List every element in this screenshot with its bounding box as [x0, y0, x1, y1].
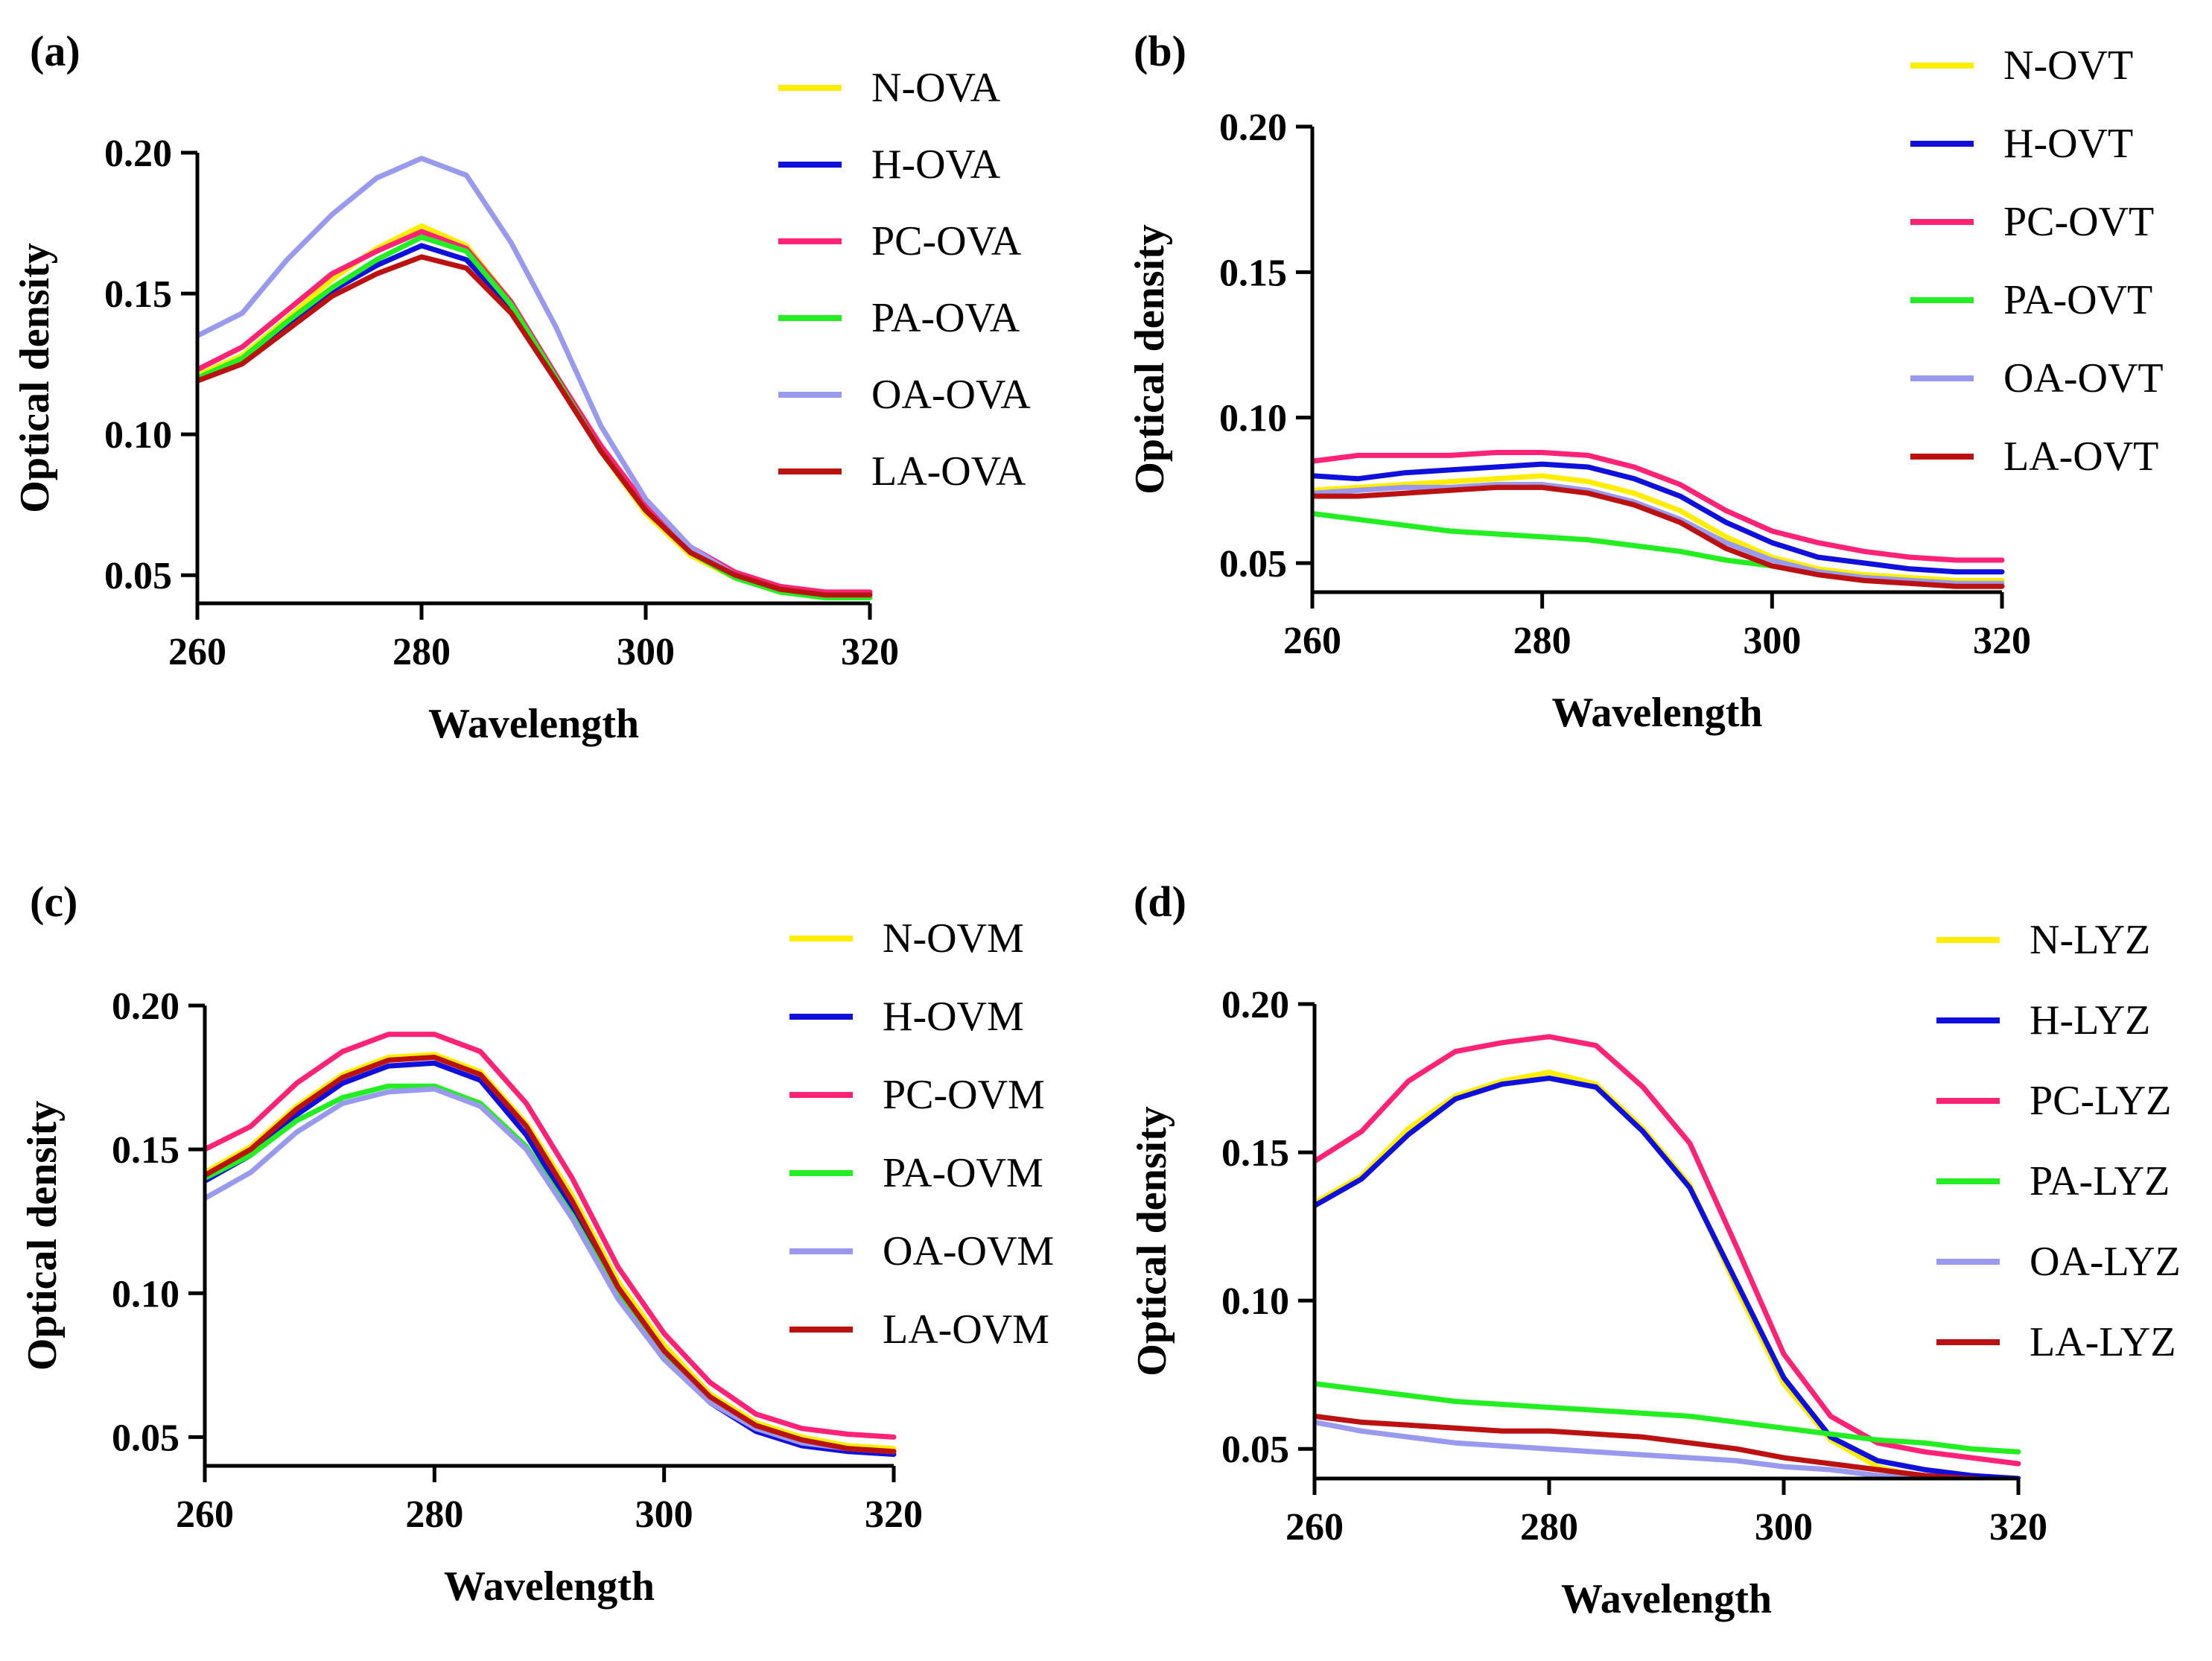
series-line-la-ova	[197, 254, 873, 598]
series-line-oa-ova	[197, 156, 873, 598]
panel-label: (c)	[30, 877, 77, 926]
series-line-la-ovt	[1312, 484, 2005, 589]
y-axis-label: Optical density	[19, 1101, 66, 1371]
series-line-n-ovt	[1312, 473, 2005, 583]
y-axis-label: Optical density	[1127, 224, 1173, 494]
y-tick-label: 0.15	[1219, 252, 1287, 294]
series-line-pa-lyz	[1315, 1381, 2021, 1455]
x-tick-label: 280	[405, 1493, 463, 1536]
y-tick-label: 0.05	[1219, 543, 1287, 585]
legend-label-n-ova: N-OVA	[871, 65, 1001, 111]
chart-panel-1: (b) 260 280 300 320 0.05 0.10 0.15 0.20 Wavelengt…	[1127, 27, 2164, 736]
legend-label-la-ovm: LA-OVM	[883, 1306, 1049, 1353]
legend-label-pc-ovt: PC-OVT	[2003, 199, 2154, 245]
legend-label-la-ova: LA-OVA	[871, 448, 1026, 495]
x-tick-label: 320	[1973, 620, 2031, 662]
legend-label-h-ovt: H-OVT	[2003, 121, 2133, 167]
y-tick-label: 0.10	[112, 1273, 179, 1315]
legend-label-n-ovt: N-OVT	[2003, 42, 2133, 89]
series-line-la-ovm	[205, 1055, 897, 1455]
panel-label: (a)	[30, 27, 80, 75]
x-tick-label: 260	[1285, 1506, 1344, 1549]
x-tick-label: 260	[1283, 620, 1341, 662]
series-line-oa-ovt	[1312, 482, 2005, 586]
series-line-oa-ovm	[205, 1086, 897, 1455]
series-line-h-lyz	[1315, 1076, 2021, 1479]
y-tick-label: 0.20	[104, 133, 172, 175]
x-tick-label: 300	[1755, 1506, 1813, 1549]
x-tick-label: 320	[841, 631, 899, 673]
x-axis-label: Wavelength	[1551, 690, 1762, 736]
x-tick-label: 300	[635, 1493, 693, 1536]
x-axis-label: Wavelength	[428, 701, 639, 747]
legend-label-pa-ovm: PA-OVM	[883, 1150, 1043, 1196]
y-tick-label: 0.15	[1221, 1132, 1289, 1175]
x-axis-label: Wavelength	[444, 1563, 655, 1610]
series-line-la-lyz	[1315, 1413, 2013, 1479]
series-line-pa-ova	[197, 234, 873, 600]
legend-label-n-lyz: N-LYZ	[2030, 917, 2150, 963]
y-tick-label: 0.20	[1221, 984, 1289, 1026]
y-axis-label: Optical density	[12, 243, 58, 512]
legend-label-h-ovm: H-OVM	[883, 994, 1024, 1040]
y-tick-label: 0.20	[112, 985, 179, 1028]
legend-label-h-ova: H-OVA	[871, 142, 1001, 188]
y-tick-label: 0.10	[1219, 398, 1287, 440]
chart-panel-0: (a) 260 280 300 320 0.05 0.10 0.15 0.20 Wavelengt…	[12, 27, 1031, 747]
y-tick-label: 0.20	[1219, 107, 1287, 149]
series-line-pc-ovt	[1312, 450, 2005, 563]
legend-label-oa-ova: OA-OVA	[871, 372, 1031, 418]
legend-label-pa-ova: PA-OVA	[871, 295, 1020, 341]
legend-label-h-lyz: H-LYZ	[2030, 997, 2150, 1044]
x-tick-label: 280	[1520, 1506, 1578, 1549]
series-line-h-ovm	[205, 1060, 897, 1457]
legend-label-pa-ovt: PA-OVT	[2003, 277, 2152, 323]
x-tick-label: 300	[617, 631, 675, 673]
y-tick-label: 0.05	[104, 555, 172, 597]
x-tick-label: 260	[176, 1493, 234, 1536]
legend-label-pc-ova: PC-OVA	[871, 218, 1022, 264]
legend-label-la-ovt: LA-OVT	[2003, 433, 2158, 480]
panel-label: (b)	[1134, 27, 1186, 75]
legend-label-la-lyz: LA-LYZ	[2030, 1319, 2176, 1365]
series-line-h-ovt	[1312, 461, 2005, 575]
chart-panel-2: (c) 260 280 300 320 0.05 0.10 0.15 0.20 Wavelengt…	[19, 877, 1054, 1610]
x-tick-label: 300	[1743, 620, 1801, 662]
legend-label-pa-lyz: PA-LYZ	[2030, 1158, 2170, 1204]
y-tick-label: 0.05	[1221, 1429, 1289, 1471]
x-tick-label: 320	[865, 1493, 923, 1536]
y-tick-label: 0.05	[112, 1417, 179, 1459]
legend-label-oa-ovt: OA-OVT	[2003, 355, 2164, 401]
legend-label-oa-lyz: OA-LYZ	[2030, 1239, 2181, 1285]
x-axis-label: Wavelength	[1561, 1576, 1772, 1622]
legend-label-oa-ovm: OA-OVM	[883, 1228, 1054, 1274]
x-tick-label: 260	[168, 631, 226, 673]
legend-label-n-ovm: N-OVM	[883, 915, 1024, 962]
panel-label: (d)	[1134, 877, 1186, 926]
series-line-pc-ovm	[205, 1032, 897, 1440]
x-tick-label: 280	[392, 631, 451, 673]
y-tick-label: 0.10	[104, 414, 172, 457]
legend-label-pc-ovm: PC-OVM	[883, 1072, 1045, 1118]
x-tick-label: 280	[1513, 620, 1571, 662]
legend-label-pc-lyz: PC-LYZ	[2030, 1078, 2171, 1124]
series-line-pc-lyz	[1315, 1034, 2021, 1467]
x-tick-label: 320	[1989, 1506, 2047, 1549]
y-tick-label: 0.10	[1221, 1280, 1289, 1323]
y-axis-label: Optical density	[1129, 1106, 1175, 1376]
series-line-n-lyz	[1315, 1070, 1966, 1479]
chart-panel-3: (d) 260 280 300 320 0.05 0.10 0.15 0.20 Wavelengt…	[1129, 877, 2181, 1622]
y-tick-label: 0.15	[104, 273, 172, 316]
y-tick-label: 0.15	[112, 1129, 179, 1172]
